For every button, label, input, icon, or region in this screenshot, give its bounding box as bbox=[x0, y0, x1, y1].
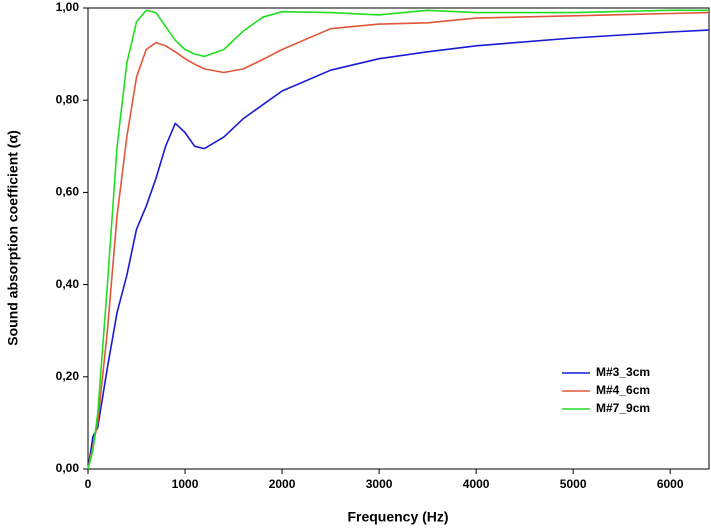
legend-label: M#4_6cm bbox=[596, 383, 650, 397]
x-tick-label: 6000 bbox=[657, 477, 684, 491]
plot-frame bbox=[87, 7, 710, 470]
y-tick-label: 0,00 bbox=[56, 461, 80, 475]
y-tick-label: 0,20 bbox=[56, 369, 80, 383]
x-tick-label: 3000 bbox=[366, 477, 393, 491]
line-series bbox=[87, 29, 710, 470]
y-tick-label: 0,40 bbox=[56, 277, 80, 291]
y-tick-label: 1,00 bbox=[56, 0, 80, 14]
line-series bbox=[87, 11, 710, 470]
x-tick-label: 1000 bbox=[172, 477, 199, 491]
legend-label: M#7_9cm bbox=[596, 401, 650, 415]
x-tick-label: 4000 bbox=[463, 477, 490, 491]
y-tick-label: 0,80 bbox=[56, 92, 80, 106]
x-tick-label: 2000 bbox=[269, 477, 296, 491]
y-tick-label: 0,60 bbox=[56, 185, 80, 199]
y-axis-title: Sound absorption coefficient (α) bbox=[5, 130, 21, 346]
legend-label: M#3_3cm bbox=[596, 365, 650, 379]
line-series bbox=[87, 9, 709, 470]
x-axis-title: Frequency (Hz) bbox=[347, 509, 448, 525]
x-tick-label: 0 bbox=[85, 477, 92, 491]
x-tick-label: 5000 bbox=[560, 477, 587, 491]
